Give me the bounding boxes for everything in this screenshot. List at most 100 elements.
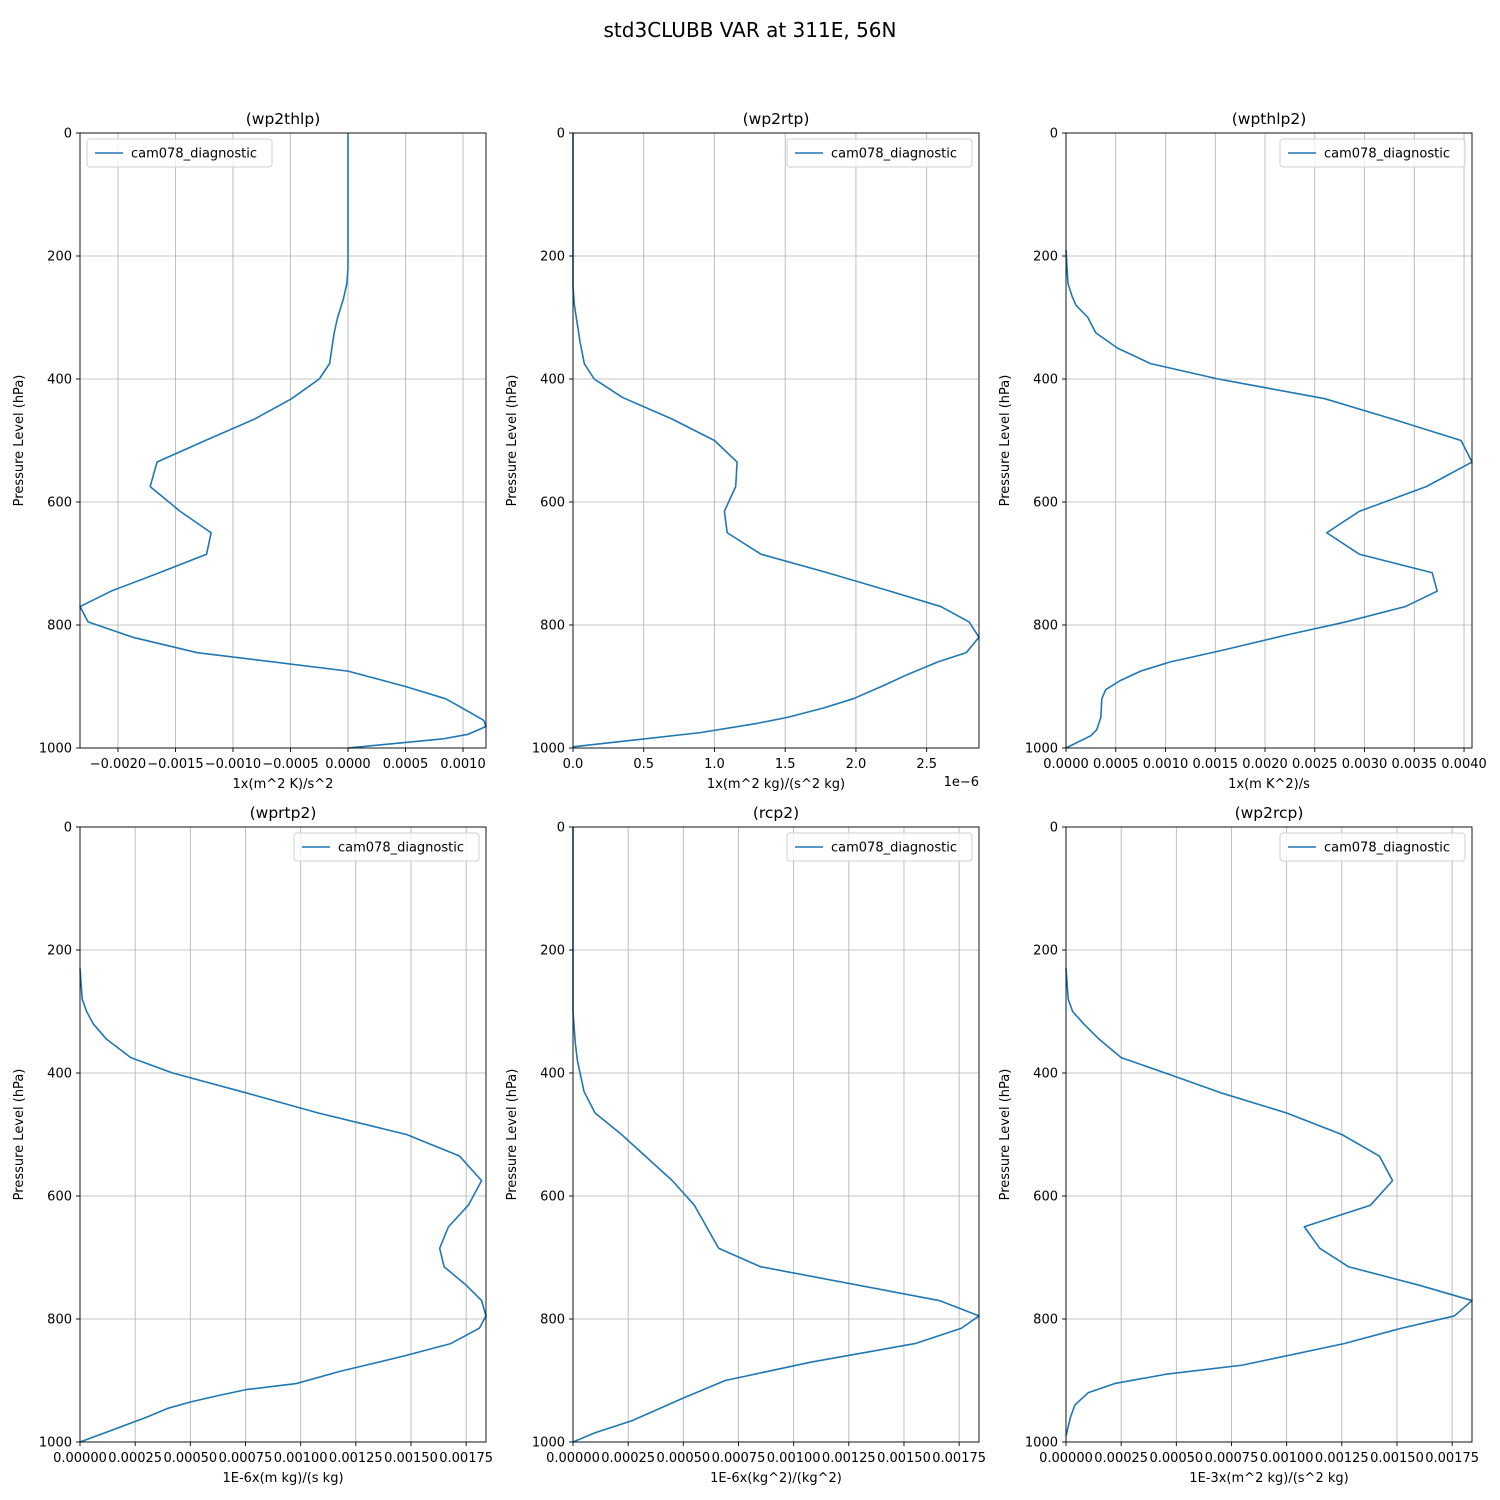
chart-4-x-tick-label: 0.00100 — [274, 1451, 328, 1466]
chart-1-legend-label: cam078_diagnostic — [131, 147, 257, 162]
chart-4-y-tick-label: 400 — [47, 1067, 72, 1082]
chart-2-series-line-1 — [572, 133, 980, 748]
chart-5-x-tick-label: 0.00100 — [767, 1451, 821, 1466]
chart-3-legend-label: cam078_diagnostic — [1324, 147, 1450, 162]
chart-2-x-tick-label: 1.0 — [704, 757, 725, 772]
chart-4-x-axis-label: 1E-6x(m kg)/(s kg) — [222, 1471, 343, 1486]
chart-2-x-tick-label: 0.5 — [633, 757, 654, 772]
chart-1-axes-frame — [79, 132, 487, 749]
chart-1-x-axis-label: 1x(m^2 K)/s^2 — [233, 777, 334, 792]
chart-4-legend-label: cam078_diagnostic — [338, 841, 464, 856]
chart-3-axes-frame — [1065, 132, 1473, 749]
chart-3-plot-area — [1066, 133, 1472, 748]
chart-5-x-tick-label: 0.00125 — [822, 1451, 876, 1466]
chart-2-y-tick-label: 0 — [557, 127, 565, 142]
chart-1-y-tick-label: 400 — [47, 373, 72, 388]
chart-2-y-tick-label: 600 — [540, 496, 565, 511]
chart-5-legend-box — [786, 832, 973, 862]
chart-2-axes-frame — [572, 132, 980, 749]
chart-1-legend: cam078_diagnostic — [86, 138, 273, 168]
chart-4-x-tick-label: 0.00050 — [163, 1451, 217, 1466]
chart-4-y-tick-label: 200 — [47, 944, 72, 959]
chart-3-x-axis-label: 1x(m K^2)/s — [1228, 777, 1310, 792]
chart-4-x-tick-label: 0.00175 — [439, 1451, 493, 1466]
figure-title: std3CLUBB VAR at 311E, 56N — [604, 18, 897, 42]
chart-5-x-axis-label: 1E-6x(kg^2)/(kg^2) — [710, 1471, 842, 1486]
chart-5-x-tick-label: 0.00175 — [932, 1451, 986, 1466]
chart-1-title: (wp2thlp) — [246, 110, 321, 128]
chart-5-x-tick-label: 0.00000 — [546, 1451, 600, 1466]
chart-5-title: (rcp2) — [753, 804, 799, 822]
chart-1-legend-box — [86, 138, 273, 168]
chart-6-axes-frame — [1065, 826, 1473, 1443]
chart-1-x-tick-label: −0.0010 — [205, 757, 261, 772]
chart-2-y-axis-label: Pressure Level (hPa) — [505, 375, 520, 507]
chart-4-y-tick-label: 600 — [47, 1190, 72, 1205]
chart-3-x-tick-label: 0.0025 — [1292, 757, 1338, 772]
chart-3-title: (wpthlp2) — [1232, 110, 1307, 128]
chart-3-panel: 0.0000 0.0005 0.0010 0.0015 0.0020 0.0025 0.00… — [998, 110, 1487, 792]
chart-6-x-tick-label: 0.00000 — [1039, 1451, 1093, 1466]
chart-1-y-axis-label: Pressure Level (hPa) — [12, 375, 27, 507]
chart-4-y-tick-label: 1000 — [39, 1436, 72, 1451]
chart-5-y-tick-label: 400 — [540, 1067, 565, 1082]
chart-2-y-tick-label: 200 — [540, 250, 565, 265]
chart-4-x-tick-label: 0.00125 — [329, 1451, 383, 1466]
chart-6-legend: cam078_diagnostic — [1279, 832, 1466, 862]
chart-4-y-tick-label: 800 — [47, 1313, 72, 1328]
chart-5-x-tick-label: 0.00050 — [656, 1451, 710, 1466]
chart-1-y-tick-label: 200 — [47, 250, 72, 265]
chart-2-y-tick-label: 400 — [540, 373, 565, 388]
chart-3-x-tick-label: 0.0035 — [1392, 757, 1438, 772]
chart-4-x-tick-label: 0.00000 — [53, 1451, 107, 1466]
chart-2-x-offset-label: 1e−6 — [944, 775, 979, 790]
chart-3-series-line-1 — [1065, 249, 1473, 749]
chart-4-x-tick-label: 0.00025 — [108, 1451, 162, 1466]
chart-4-series-line-1 — [79, 968, 487, 1443]
chart-1-x-tick-label: 0.0000 — [325, 757, 371, 772]
chart-5-x-tick-label: 0.00150 — [877, 1451, 931, 1466]
chart-3-x-tick-label: 0.0005 — [1093, 757, 1139, 772]
chart-4-title: (wprtp2) — [250, 804, 317, 822]
chart-3-y-tick-label: 200 — [1033, 250, 1058, 265]
chart-3-y-tick-label: 0 — [1050, 127, 1058, 142]
chart-1-y-tick-label: 0 — [64, 127, 72, 142]
chart-3-y-axis-label: Pressure Level (hPa) — [998, 375, 1013, 507]
chart-6-x-tick-label: 0.00025 — [1094, 1451, 1148, 1466]
chart-6-y-tick-label: 400 — [1033, 1067, 1058, 1082]
chart-5-y-tick-label: 1000 — [532, 1436, 565, 1451]
chart-5-plot-area — [573, 827, 979, 1442]
chart-5-x-tick-label: 0.00075 — [712, 1451, 766, 1466]
chart-3-legend: cam078_diagnostic — [1279, 138, 1466, 168]
chart-6-title: (wp2rcp) — [1235, 804, 1304, 822]
chart-4-axes-frame — [79, 826, 487, 1443]
chart-5-legend: cam078_diagnostic — [786, 832, 973, 862]
chart-1-x-tick-label: −0.0005 — [262, 757, 318, 772]
chart-5-y-tick-label: 200 — [540, 944, 565, 959]
chart-4-x-tick-label: 0.00150 — [384, 1451, 438, 1466]
chart-5-y-axis-label: Pressure Level (hPa) — [505, 1069, 520, 1201]
chart-5-y-tick-label: 800 — [540, 1313, 565, 1328]
chart-1-x-tick-label: 0.0005 — [383, 757, 429, 772]
chart-5-x-tick-label: 0.00025 — [601, 1451, 655, 1466]
chart-5-series-line-1 — [572, 827, 980, 1443]
chart-6-series-line-1 — [1065, 968, 1473, 1437]
chart-2-title: (wp2rtp) — [743, 110, 810, 128]
chart-5-axes-frame — [572, 826, 980, 1443]
chart-2-y-tick-label: 800 — [540, 619, 565, 634]
chart-5-panel: 0.00000 0.00025 0.00050 0.00075 0.00100 0.001… — [505, 804, 986, 1486]
chart-4-legend-box — [293, 832, 480, 862]
chart-6-y-axis-label: Pressure Level (hPa) — [998, 1069, 1013, 1201]
chart-1-series-line-1 — [79, 133, 487, 749]
chart-6-x-tick-label: 0.00050 — [1149, 1451, 1203, 1466]
chart-1-y-tick-label: 800 — [47, 619, 72, 634]
chart-3-x-tick-label: 0.0000 — [1043, 757, 1089, 772]
chart-5-y-tick-label: 0 — [557, 821, 565, 836]
chart-2-x-axis-label: 1x(m^2 kg)/(s^2 kg) — [707, 777, 845, 792]
chart-2-panel: 0.0 0.5 1.0 1.5 2.0 2.5 0 200 400 600 800 1000 1e−6 (… — [505, 110, 980, 792]
chart-2-legend-box — [786, 138, 973, 168]
chart-6-x-tick-label: 0.00125 — [1315, 1451, 1369, 1466]
chart-4-x-tick-label: 0.00075 — [219, 1451, 273, 1466]
chart-1-x-tick-label: −0.0020 — [90, 757, 146, 772]
chart-2-y-tick-label: 1000 — [532, 742, 565, 757]
